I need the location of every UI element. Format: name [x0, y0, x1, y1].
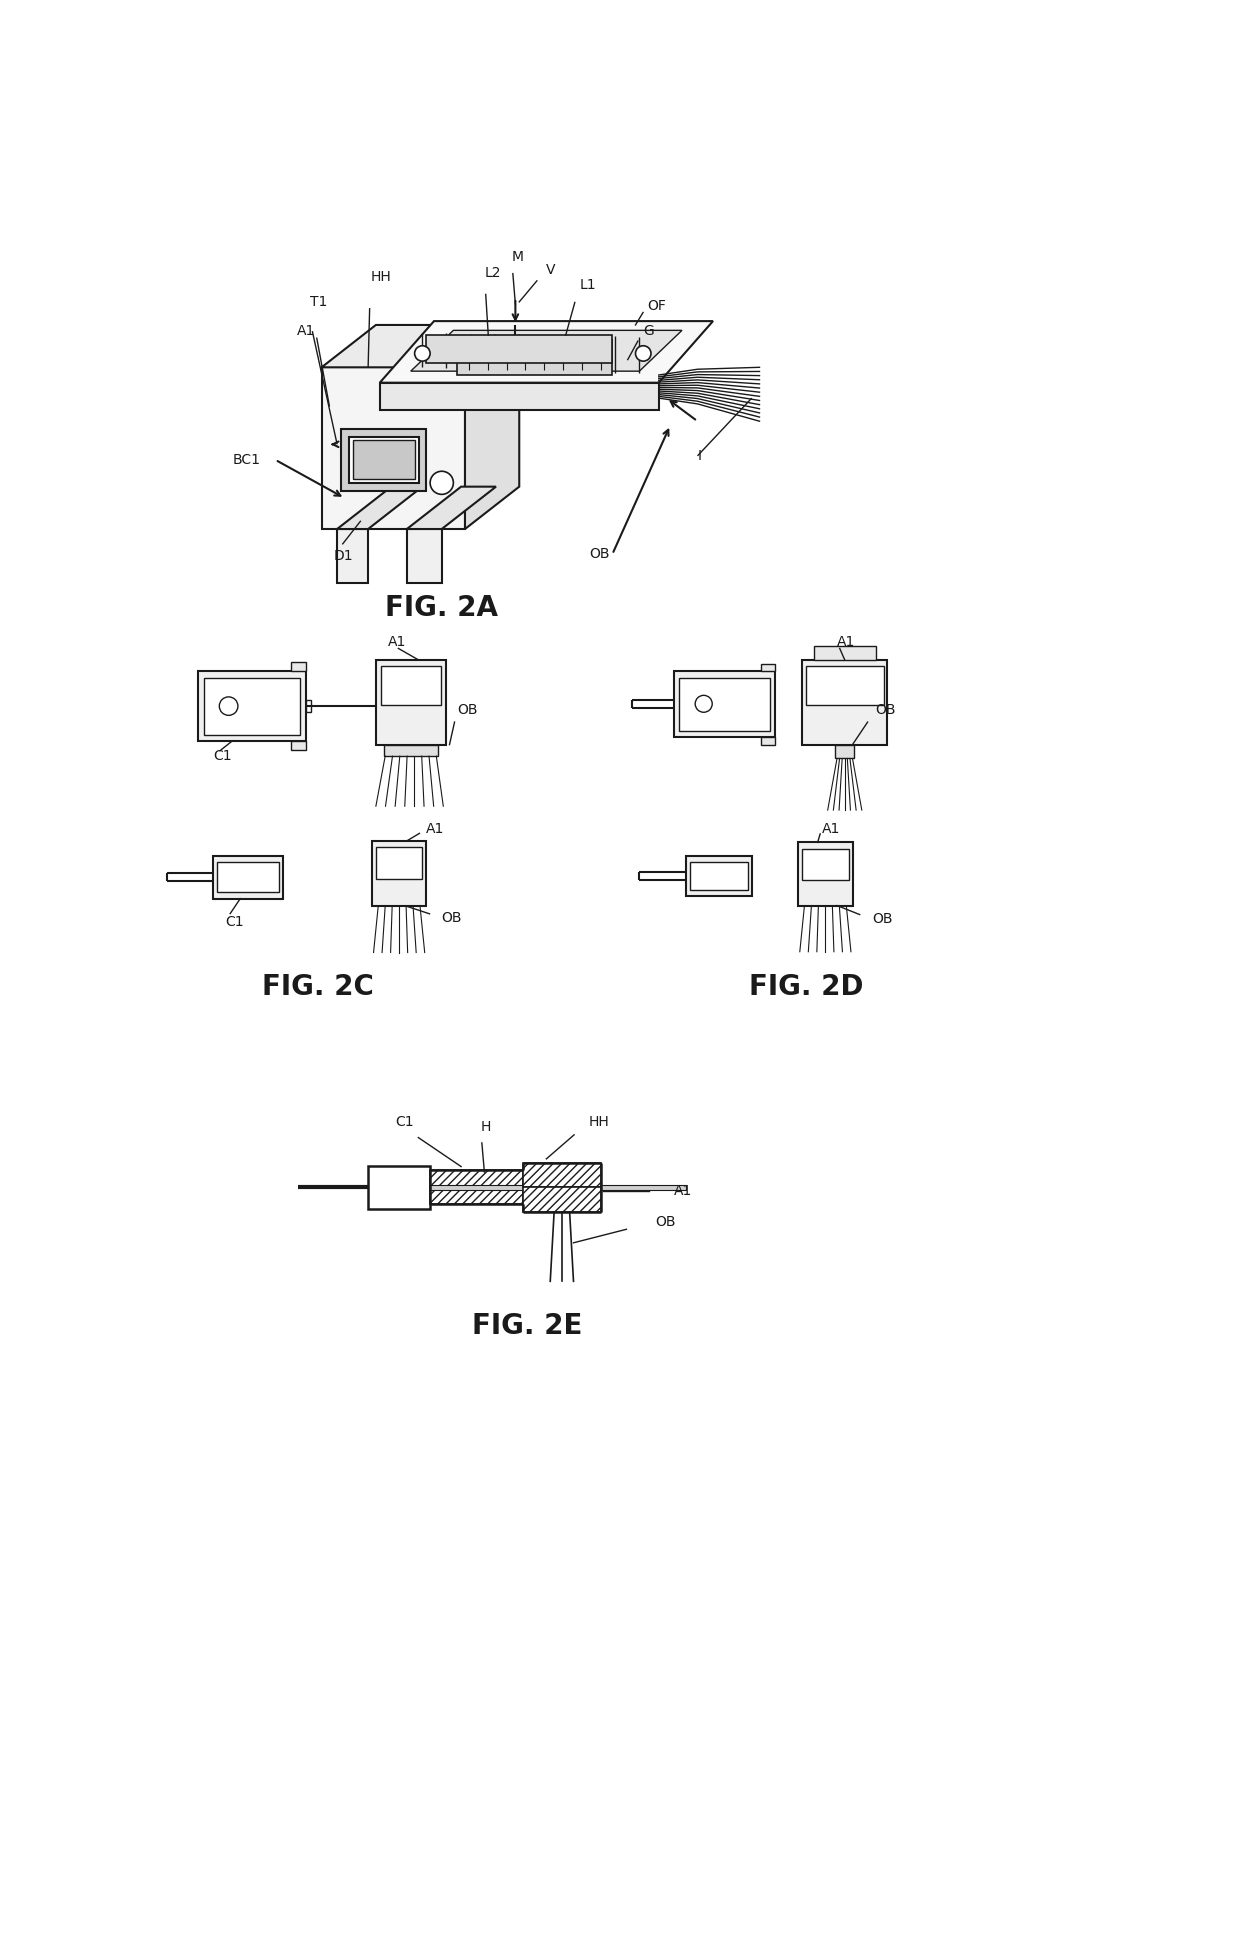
Text: H: H: [481, 1120, 491, 1134]
Bar: [675, 671, 775, 736]
Bar: [806, 667, 883, 705]
Circle shape: [430, 471, 454, 494]
Text: A1: A1: [837, 636, 856, 649]
Polygon shape: [337, 486, 423, 529]
Bar: [383, 744, 438, 756]
Polygon shape: [379, 382, 658, 409]
Bar: [376, 661, 445, 744]
Bar: [372, 841, 427, 907]
Bar: [368, 1167, 430, 1209]
Text: M: M: [511, 250, 523, 264]
Bar: [799, 843, 853, 905]
Polygon shape: [337, 529, 368, 583]
Bar: [352, 440, 414, 479]
Text: A1: A1: [821, 822, 839, 837]
Bar: [341, 428, 427, 490]
Bar: [197, 671, 306, 740]
Bar: [689, 862, 748, 890]
Polygon shape: [410, 329, 682, 372]
Bar: [306, 700, 311, 713]
Bar: [523, 1163, 600, 1188]
Polygon shape: [465, 326, 520, 529]
Bar: [686, 857, 751, 895]
Text: OB: OB: [872, 913, 893, 926]
Bar: [290, 740, 306, 750]
Bar: [813, 645, 875, 661]
Text: OB: OB: [458, 703, 477, 717]
Text: HH: HH: [589, 1114, 610, 1130]
Circle shape: [635, 345, 651, 360]
Text: C1: C1: [396, 1114, 414, 1130]
Text: D1: D1: [334, 548, 353, 562]
Text: FIG. 2E: FIG. 2E: [471, 1312, 583, 1339]
Bar: [802, 661, 888, 744]
Circle shape: [414, 345, 430, 360]
Bar: [523, 1188, 600, 1211]
Bar: [381, 667, 441, 705]
Text: FIG. 2D: FIG. 2D: [749, 973, 863, 1002]
Polygon shape: [321, 326, 520, 368]
Bar: [203, 678, 300, 735]
Bar: [290, 663, 306, 671]
Bar: [213, 857, 283, 899]
Text: OF: OF: [647, 298, 666, 312]
Bar: [458, 341, 613, 376]
Text: G: G: [644, 324, 653, 337]
Bar: [217, 862, 279, 893]
Text: A1: A1: [387, 636, 405, 649]
Polygon shape: [427, 335, 613, 364]
Text: A1: A1: [296, 324, 315, 337]
Bar: [680, 678, 770, 731]
Bar: [348, 436, 419, 483]
Bar: [430, 1188, 523, 1203]
Bar: [430, 1184, 686, 1190]
Text: OB: OB: [441, 911, 463, 924]
Text: OB: OB: [589, 547, 610, 562]
Bar: [761, 736, 775, 744]
Text: OB: OB: [875, 703, 897, 717]
Polygon shape: [379, 322, 713, 382]
Text: OB: OB: [655, 1215, 676, 1229]
Circle shape: [696, 696, 712, 713]
Text: A1: A1: [675, 1184, 693, 1198]
Text: V: V: [547, 262, 556, 277]
Bar: [761, 663, 775, 671]
Polygon shape: [407, 529, 441, 583]
Text: BC1: BC1: [233, 453, 260, 467]
Text: C1: C1: [224, 915, 243, 928]
Bar: [376, 847, 423, 880]
Bar: [430, 1171, 523, 1188]
Polygon shape: [407, 486, 496, 529]
Text: FIG. 2A: FIG. 2A: [386, 595, 498, 622]
Text: T1: T1: [310, 295, 327, 308]
Polygon shape: [321, 368, 465, 529]
Text: I: I: [697, 450, 702, 463]
Text: L1: L1: [580, 277, 596, 293]
Bar: [802, 849, 848, 880]
Text: L2: L2: [485, 266, 501, 279]
Text: HH: HH: [371, 269, 391, 285]
Text: A1: A1: [427, 822, 445, 837]
Circle shape: [219, 698, 238, 715]
Bar: [836, 744, 854, 758]
Text: FIG. 2C: FIG. 2C: [262, 973, 373, 1002]
Text: C1: C1: [213, 750, 232, 764]
